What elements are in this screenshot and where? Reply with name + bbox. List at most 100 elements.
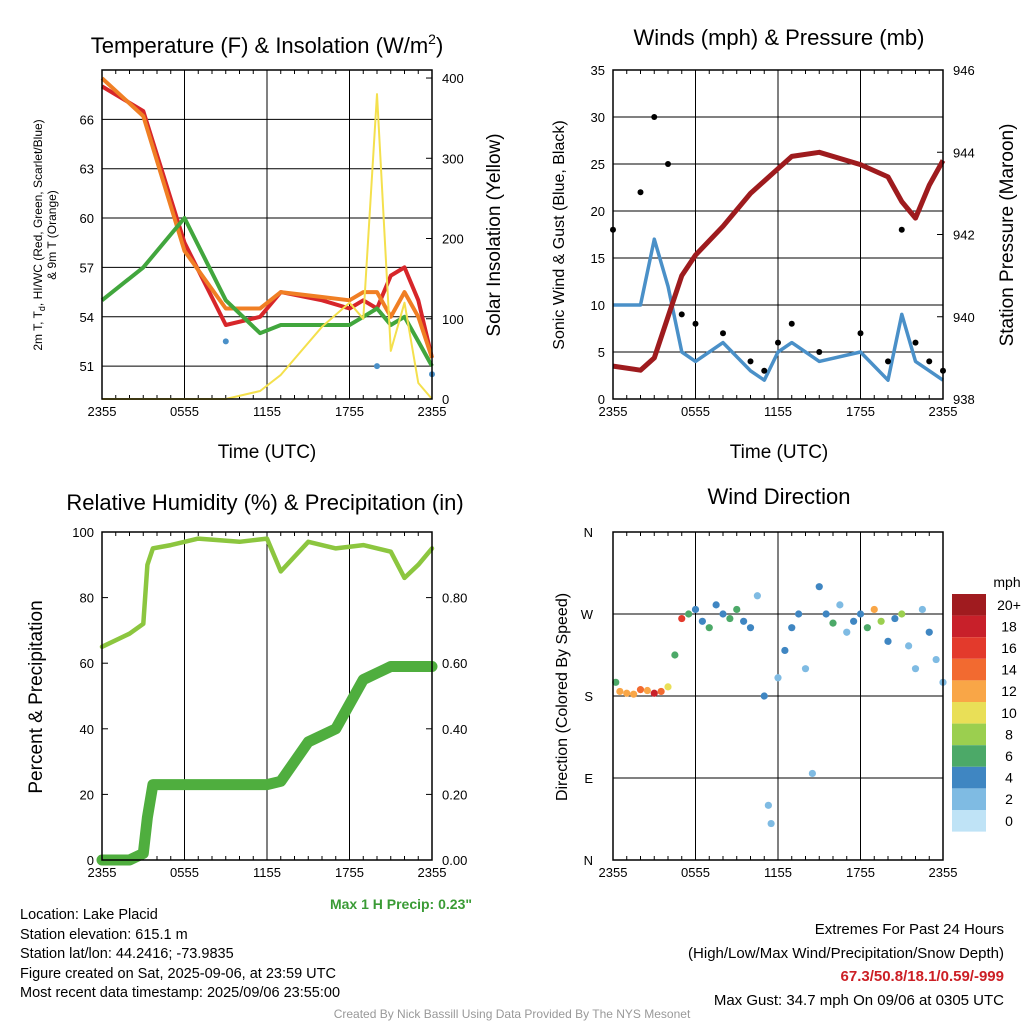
direction-point bbox=[918, 605, 926, 614]
y2-tick-label: 0.20 bbox=[442, 787, 467, 802]
series-line bbox=[100, 76, 434, 359]
direction-point bbox=[664, 683, 672, 691]
series-point bbox=[374, 363, 380, 370]
series-line bbox=[100, 216, 434, 368]
y-tick-label: 35 bbox=[591, 63, 605, 78]
direction-point bbox=[815, 583, 823, 591]
y2-tick-label: 400 bbox=[442, 71, 464, 86]
y-tick-label: 20 bbox=[80, 787, 94, 802]
colorbar-swatch bbox=[952, 615, 986, 638]
colorbar-swatch bbox=[952, 594, 986, 616]
y-tick-label: 66 bbox=[80, 112, 94, 127]
extremes-title: Extremes For Past 24 Hours bbox=[814, 921, 1004, 938]
colorbar-label: 18 bbox=[1001, 618, 1017, 634]
direction-point bbox=[691, 605, 700, 614]
x-tick-label: 2355 bbox=[929, 865, 958, 880]
direction-point bbox=[863, 624, 871, 632]
direction-point bbox=[795, 610, 803, 618]
elevation-text: Station elevation: 615.1 m bbox=[20, 926, 188, 943]
direction-point bbox=[836, 601, 844, 609]
direction-point bbox=[678, 614, 686, 623]
direction-point bbox=[740, 617, 748, 625]
direction-point bbox=[829, 619, 837, 627]
colorbar-swatch bbox=[952, 745, 986, 767]
created-text: Figure created on Sat, 2025-09-06, at 23… bbox=[20, 965, 336, 982]
gust-point bbox=[665, 161, 671, 167]
direction-point bbox=[726, 614, 734, 623]
y2-tick-label: 0 bbox=[442, 392, 449, 407]
y-tick-label: 25 bbox=[591, 157, 605, 172]
direction-point bbox=[781, 646, 789, 655]
gust-point bbox=[898, 226, 905, 233]
colorbar-label: 20+ bbox=[997, 597, 1021, 613]
x-tick-label: 1755 bbox=[846, 865, 875, 880]
gust-point bbox=[692, 320, 699, 327]
y-tick-label: 60 bbox=[80, 656, 94, 671]
panel-humidity: 2355 0555 1155 1755 23550204060801000.000.20… bbox=[72, 525, 467, 880]
direction-point bbox=[719, 610, 727, 618]
direction-point bbox=[712, 601, 720, 609]
x-tick-label: 2355 bbox=[599, 865, 628, 880]
x-tick-label: 0555 bbox=[170, 404, 199, 419]
y2-tick-label: 938 bbox=[953, 392, 975, 407]
y-tick-label: 10 bbox=[591, 298, 605, 313]
recent-text: Most recent data timestamp: 2025/09/06 2… bbox=[20, 985, 341, 1001]
colorbar-swatch bbox=[952, 702, 986, 724]
colorbar-label: 2 bbox=[1005, 791, 1013, 807]
direction-point bbox=[870, 605, 878, 614]
direction-point bbox=[764, 801, 772, 809]
direction-point bbox=[685, 610, 693, 618]
extremes-info: Extremes For Past 24 Hours (High/Low/Max… bbox=[688, 918, 1004, 1012]
y-tick-label: 0 bbox=[87, 853, 94, 868]
direction-point bbox=[877, 617, 885, 625]
panel-winds: 2355 0555 1155 1755 235505101520253035938940… bbox=[591, 63, 975, 419]
colorbar-label: 10 bbox=[1001, 705, 1017, 721]
colorbar-label: 14 bbox=[1001, 662, 1017, 678]
plot-frame bbox=[612, 531, 944, 861]
winds-title: Winds (mph) & Pressure (mb) bbox=[634, 25, 925, 50]
plot-frame bbox=[101, 69, 433, 400]
direction-point bbox=[753, 592, 761, 600]
x-tick-label: 0555 bbox=[170, 865, 199, 880]
gust-point bbox=[720, 330, 726, 337]
y-tick-label: 5 bbox=[598, 345, 605, 360]
y-tick-label: 100 bbox=[72, 525, 94, 540]
colorbar-swatch bbox=[952, 723, 986, 746]
y2-tick-label: 0.40 bbox=[442, 722, 467, 737]
panel-temperature: 2355 0555 1155 1755 2355 51 54 57 60 63 66 0 100 200 3… bbox=[80, 69, 464, 419]
y-tick-label: E bbox=[584, 771, 593, 786]
colorbar-label: 4 bbox=[1005, 770, 1013, 786]
y-tick-label: 51 bbox=[80, 359, 94, 374]
direction-point bbox=[788, 624, 796, 632]
x-tick-label: 1155 bbox=[764, 865, 792, 880]
y2-tick-label: 946 bbox=[953, 63, 975, 78]
series-line bbox=[613, 237, 944, 382]
direction-point bbox=[925, 628, 933, 636]
x-tick-label: 2355 bbox=[929, 404, 958, 419]
direction-point bbox=[884, 637, 892, 645]
x-tick-label: 1755 bbox=[846, 404, 875, 419]
y2-tick-label: 944 bbox=[953, 145, 975, 160]
direction-point bbox=[671, 651, 679, 659]
gust-point bbox=[912, 339, 919, 346]
direction-point bbox=[760, 692, 768, 700]
y-tick-label: 57 bbox=[80, 260, 94, 275]
plot-frame bbox=[612, 69, 944, 400]
colorbar-label: 12 bbox=[1001, 683, 1017, 699]
colorbar-swatch bbox=[952, 680, 986, 702]
y-tick-label: 80 bbox=[80, 591, 94, 606]
y2-tick-label: 200 bbox=[442, 232, 464, 247]
y-tick-label: N bbox=[584, 853, 593, 868]
gust-point bbox=[775, 339, 781, 346]
max-precip-label: Max 1 H Precip: 0.23" bbox=[330, 896, 472, 912]
colorbar-swatch bbox=[952, 788, 986, 810]
direction-point bbox=[850, 617, 858, 625]
latlon-text: Station lat/lon: 44.2416; -73.9835 bbox=[20, 946, 234, 962]
direction-point bbox=[623, 689, 631, 697]
colorbar-label: 16 bbox=[1001, 640, 1017, 656]
y-tick-label: 63 bbox=[80, 162, 94, 177]
credit-text: Created By Nick Bassill Using Data Provi… bbox=[333, 1007, 691, 1021]
winds-ylabel: Sonic Wind & Gust (Blue, Black) bbox=[551, 120, 568, 349]
direction-point bbox=[636, 686, 645, 694]
temperature-xlabel: Time (UTC) bbox=[218, 442, 317, 463]
